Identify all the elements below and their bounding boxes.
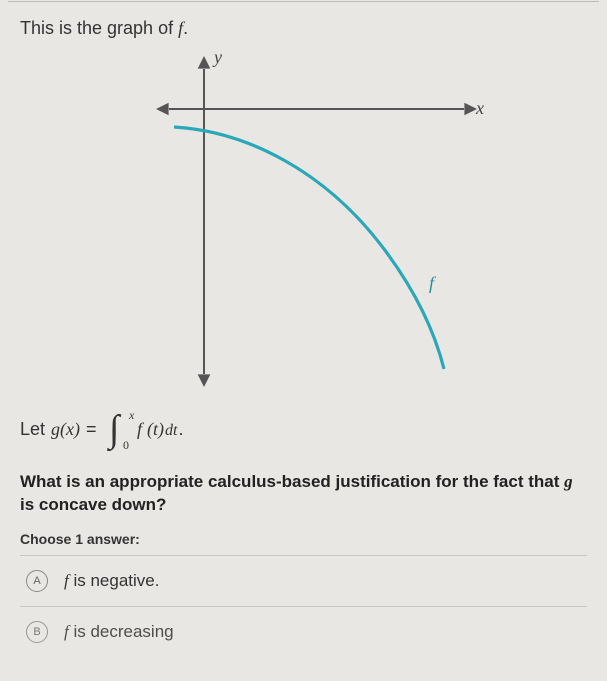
integrand-t: (t) xyxy=(147,419,164,440)
question-prefix: What is an appropriate calculus-based ju… xyxy=(20,472,564,491)
option-a-rest: is negative. xyxy=(69,571,160,590)
integrand-f: f xyxy=(137,419,145,439)
option-b-rest: is decreasing xyxy=(69,622,174,641)
intro-text: This is the graph of f. xyxy=(20,18,587,39)
g-of-x: g(x) xyxy=(51,419,80,440)
option-text-a: f is negative. xyxy=(64,571,159,591)
definition-line: Let g(x) = ∫ x 0 f (t) dt . xyxy=(20,407,587,451)
arrow-down-icon xyxy=(197,374,210,387)
question-suffix: is concave down? xyxy=(20,495,166,514)
integral-upper: x xyxy=(128,408,135,422)
equals: = xyxy=(86,419,97,440)
options-list: A f is negative. B f is decreasing xyxy=(20,555,587,643)
question-text: What is an appropriate calculus-based ju… xyxy=(20,471,587,517)
x-axis-label: x xyxy=(475,98,484,118)
question-g: g xyxy=(564,472,573,491)
intro-suffix: . xyxy=(183,18,188,38)
curve-f xyxy=(174,127,444,369)
let-suffix: . xyxy=(179,419,184,440)
choose-label: Choose 1 answer: xyxy=(20,531,587,547)
option-letter-a: A xyxy=(26,570,48,592)
curve-label: f xyxy=(429,273,437,293)
intro-prefix: This is the graph of xyxy=(20,18,178,38)
integral-sign-icon: ∫ xyxy=(107,408,122,452)
integral-expression: ∫ x 0 f (t) dt xyxy=(103,407,183,451)
let-prefix: Let xyxy=(20,419,45,440)
arrow-up-icon xyxy=(197,56,210,69)
dt: dt xyxy=(165,422,178,439)
graph-svg: y x f xyxy=(124,49,484,389)
arrow-left-icon xyxy=(156,103,169,116)
graph-container: y x f xyxy=(20,49,587,389)
option-text-b: f is decreasing xyxy=(64,622,174,642)
option-letter-b: B xyxy=(26,621,48,643)
option-b[interactable]: B f is decreasing xyxy=(20,607,587,643)
y-axis-label: y xyxy=(212,49,222,67)
integral-lower: 0 xyxy=(123,438,129,452)
option-a[interactable]: A f is negative. xyxy=(20,556,587,607)
